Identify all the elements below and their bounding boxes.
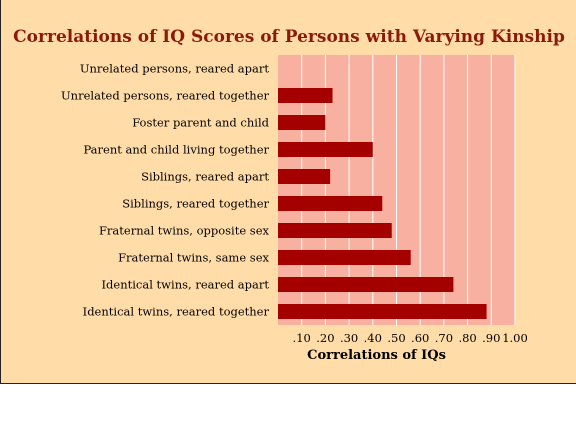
category-label: Fraternal twins, opposite sex — [99, 224, 270, 238]
bar — [278, 88, 333, 103]
x-tick-label: .70 — [435, 331, 453, 345]
x-tick-label: .50 — [387, 331, 405, 345]
category-label: Parent and child living together — [83, 143, 269, 157]
category-label: Fraternal twins, same sex — [118, 251, 269, 265]
category-label: Identical twins, reared together — [83, 305, 270, 319]
x-tick-label: .90 — [482, 331, 500, 345]
bar — [278, 304, 487, 319]
category-label: Unrelated persons, reared apart — [80, 62, 270, 76]
chart-title: Correlations of IQ Scores of Persons wit… — [13, 27, 565, 47]
bar — [278, 142, 373, 157]
category-labels: Unrelated persons, reared apart Unrelated… — [61, 62, 270, 319]
x-tick-label: .80 — [458, 331, 476, 345]
slide-background: Correlations of IQ Scores of Persons wit… — [0, 0, 576, 384]
category-label: Siblings, reared apart — [141, 170, 269, 184]
bar — [278, 115, 326, 130]
x-tick-label: .60 — [411, 331, 429, 345]
bar — [278, 223, 392, 238]
category-label: Foster parent and child — [132, 116, 269, 130]
x-tick-label: 1.00 — [502, 331, 528, 345]
category-label: Unrelated persons, reared together — [61, 89, 270, 103]
x-tick-label: .10 — [293, 331, 311, 345]
x-tick-labels: .10 .20 .30 .40 .50 .60 .70 .80 .90 1.00 — [293, 331, 528, 345]
x-axis-title: Correlations of IQs — [307, 348, 446, 363]
bar — [278, 169, 331, 184]
bars — [278, 88, 487, 319]
x-tick-label: .20 — [316, 331, 334, 345]
bar — [278, 250, 411, 265]
category-label: Siblings, reared together — [122, 197, 269, 211]
bar — [278, 277, 454, 292]
bar — [278, 196, 383, 211]
bar-chart: Unrelated persons, reared apart Unrelated… — [61, 55, 528, 363]
category-label: Identical twins, reared apart — [102, 278, 270, 292]
x-tick-label: .30 — [340, 331, 358, 345]
x-tick-label: .40 — [364, 331, 382, 345]
